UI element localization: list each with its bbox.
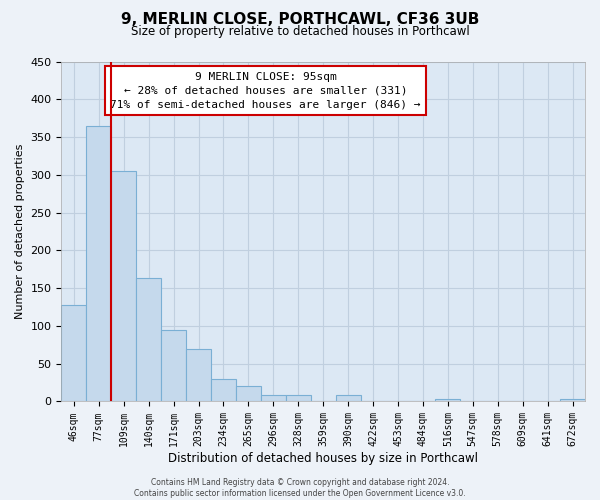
Bar	[261, 396, 286, 402]
Text: 9, MERLIN CLOSE, PORTHCAWL, CF36 3UB: 9, MERLIN CLOSE, PORTHCAWL, CF36 3UB	[121, 12, 479, 28]
Bar	[136, 278, 161, 402]
Bar	[436, 399, 460, 402]
Bar	[286, 396, 311, 402]
Bar	[61, 305, 86, 402]
Bar	[86, 126, 111, 402]
Text: 9 MERLIN CLOSE: 95sqm
← 28% of detached houses are smaller (331)
71% of semi-det: 9 MERLIN CLOSE: 95sqm ← 28% of detached …	[110, 72, 421, 110]
Bar	[111, 171, 136, 402]
Bar	[335, 396, 361, 402]
Bar	[560, 399, 585, 402]
Bar	[186, 348, 211, 402]
Bar	[236, 386, 261, 402]
Text: Contains HM Land Registry data © Crown copyright and database right 2024.
Contai: Contains HM Land Registry data © Crown c…	[134, 478, 466, 498]
Bar	[161, 330, 186, 402]
Bar	[211, 379, 236, 402]
Y-axis label: Number of detached properties: Number of detached properties	[15, 144, 25, 319]
X-axis label: Distribution of detached houses by size in Porthcawl: Distribution of detached houses by size …	[168, 452, 478, 465]
Text: Size of property relative to detached houses in Porthcawl: Size of property relative to detached ho…	[131, 25, 469, 38]
